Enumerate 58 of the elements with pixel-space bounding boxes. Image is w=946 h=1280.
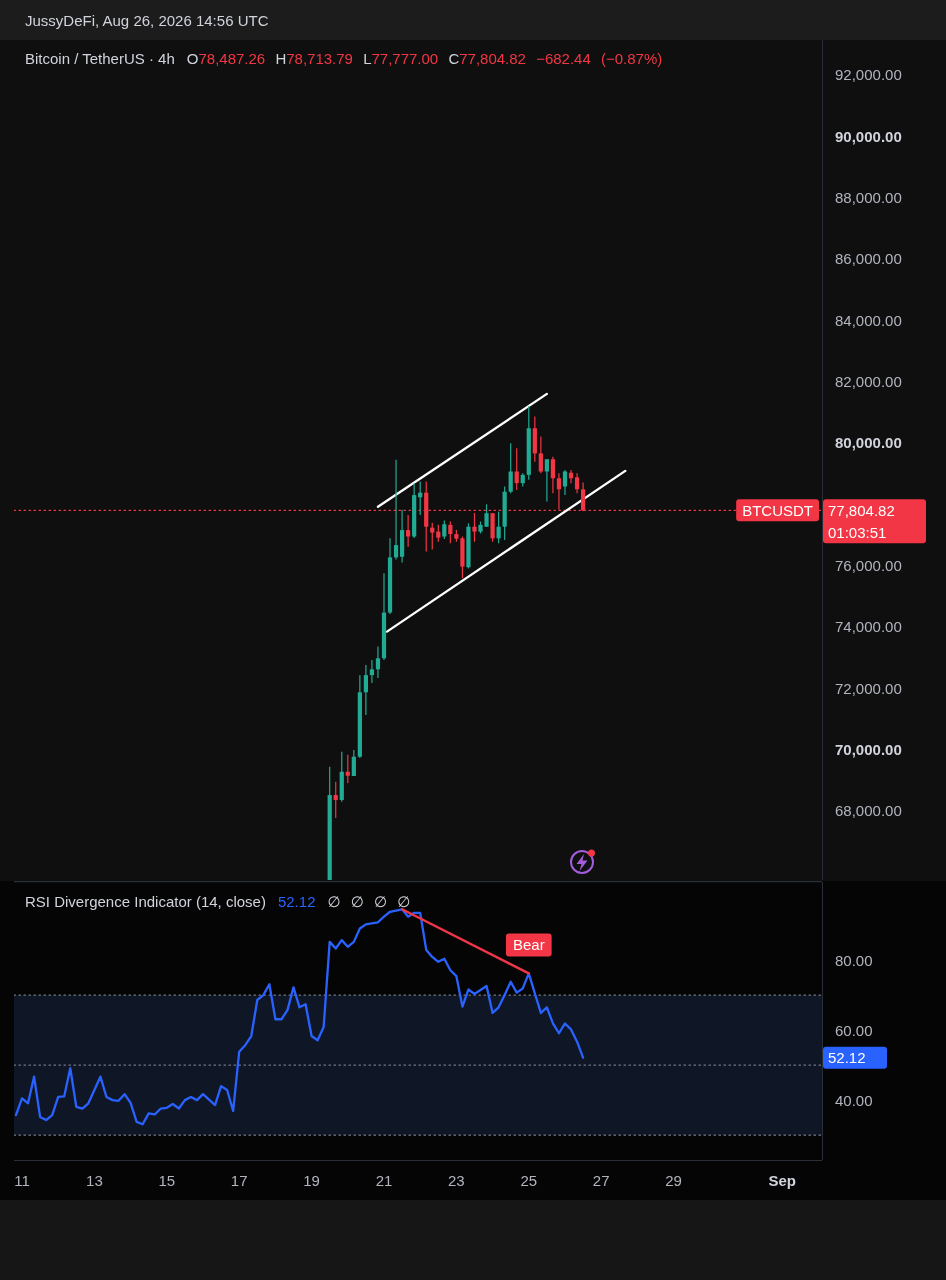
candlestick [375,646,381,679]
y-tick-label: 86,000.00 [835,250,902,268]
text: 52.12 [828,1049,866,1067]
annotation: ∅ ∅ ∅ ∅ [327,892,411,912]
candlestick [544,458,549,503]
y-tick-label: 74,000.00 [835,618,902,636]
text: 77,804.82 [828,501,895,519]
y-tick-label: 40.00 [835,1091,873,1109]
line-series [14,908,585,1126]
y-tick-label: 80,000.00 [835,434,902,452]
text: O78,487.26 H78,713.79 L77,777.00 C77,804.82 −682.44 (−0.87%) [186,49,663,69]
text: 52.12 [277,892,316,912]
candlestick [442,519,447,540]
candlestick [333,781,338,819]
x-tick-label: Sep [768,1171,796,1189]
annotation: Bear [512,936,545,954]
y-tick-label: 68,000.00 [835,802,902,820]
candlestick [508,442,513,494]
x-tick-label: 15 [158,1171,176,1189]
y-tick-label: 84,000.00 [835,311,902,329]
text: Bitcoin / TetherUS · 4h [25,49,175,69]
x-tick-label: 29 [665,1171,682,1189]
candlestick [363,664,368,716]
x-tick-label: 17 [230,1171,248,1189]
candlestick [430,522,435,550]
candlestick [496,511,501,544]
y-tick-label: 76,000.00 [835,557,902,575]
candlestick [369,659,375,684]
text: 01:03:51 [828,523,887,541]
candlestick [472,512,477,543]
x-tick-label: 13 [86,1171,103,1189]
y-tick-label: 60.00 [835,1021,873,1039]
ref-line-label: BTCUSDT [742,501,813,519]
x-tick-label: 27 [592,1171,610,1189]
candlestick [574,472,580,494]
candlestick [448,520,453,544]
x-tick-label: 21 [375,1171,393,1189]
y-tick-label: 70,000.00 [835,741,902,759]
y-tick-label: 90,000.00 [835,127,902,145]
candlestick [345,754,350,784]
candlestick [538,435,543,474]
y-tick-label: 72,000.00 [835,679,902,697]
candlestick [393,459,399,561]
text: RSI Divergence Indicator (14, close) [25,892,266,912]
y-tick-label: 82,000.00 [835,373,902,391]
x-tick-label: 19 [303,1171,320,1189]
y-tick-label: 80.00 [835,951,873,969]
candlestick [351,749,356,777]
candlestick [550,456,556,494]
x-tick-label: 25 [520,1171,538,1189]
candlestick [406,514,411,548]
y-tick-label: 88,000.00 [835,189,902,207]
x-tick-label: 23 [448,1171,465,1189]
x-tick-label: 11 [14,1171,30,1189]
candlestick [514,447,519,491]
y-tick-label: 92,000.00 [835,66,902,84]
text: JussyDeFi, Aug 26, 2026 14:56 UTC [25,12,269,29]
candlestick [562,469,568,496]
